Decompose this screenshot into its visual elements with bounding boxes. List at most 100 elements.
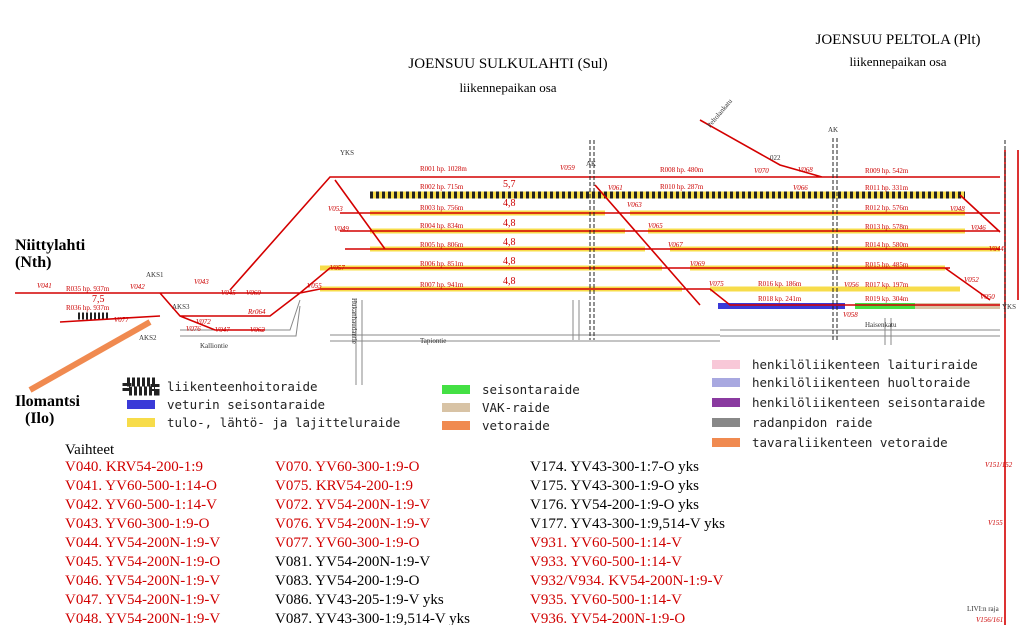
- turnout-entry: V936. YV54-200N-1:9-O: [530, 611, 685, 625]
- switch-label: V065: [648, 222, 663, 230]
- turnout-entry: V048. YV54-200N-1:9-V: [65, 611, 220, 625]
- switch-label: V067: [668, 241, 683, 249]
- rail-lines: [15, 119, 1019, 625]
- turnout-entry: V042. YV60-500-1:14-V: [65, 497, 217, 513]
- place-label: YKS: [1002, 303, 1016, 311]
- station-name: Ilomantsi: [15, 393, 80, 410]
- switch-label: V045: [221, 289, 236, 297]
- turnout-entry: V087. YV43-300-1:9,514-V yks: [275, 611, 470, 625]
- track-label: R006 hp. 851m: [420, 260, 464, 268]
- speed-label: 4,8: [503, 198, 516, 209]
- station-sub: liikennepaikan osa: [459, 80, 556, 95]
- place-label: Haisenkatu: [865, 321, 897, 329]
- switch-label: V053: [328, 205, 343, 213]
- legend-swatch: [712, 378, 740, 387]
- legend-label: tavaraliikenteen vetoraide: [752, 435, 948, 450]
- switch-label: V072: [196, 318, 211, 326]
- switch-label: V047: [215, 326, 230, 334]
- turnout-entry: V933. YV60-500-1:14-V: [530, 554, 682, 570]
- track-label: R013 hp. 578m: [865, 223, 909, 231]
- track-label: R018 kp. 241m: [758, 295, 802, 303]
- legend-label: henkilöliikenteen huoltoraide: [752, 375, 970, 390]
- place-label: AKS1: [146, 271, 164, 279]
- track-label: R036 hp. 937m: [66, 304, 110, 312]
- track-label: R002 hp. 715m: [420, 183, 464, 191]
- turnout-entry: V081. YV54-200N-1:9-V: [275, 554, 430, 570]
- switch-label: V062: [250, 326, 265, 334]
- legend: liikenteenhoitoraide veturin seisontaraid…: [122, 357, 985, 450]
- turnout-entry: V075. KRV54-200-1:9: [275, 478, 413, 494]
- track-label: R009 hp. 542m: [865, 167, 909, 175]
- switch-label: V155: [988, 519, 1003, 527]
- track-label: R035 hp. 937m: [66, 285, 110, 293]
- turnout-entry: V083. YV54-200-1:9-O: [275, 573, 420, 589]
- track-label: R007 hp. 941m: [420, 281, 464, 289]
- legend-label: henkilöliikenteen seisontaraide: [752, 395, 985, 410]
- switch-label: V070: [754, 167, 769, 175]
- track-label: R016 kp. 186m: [758, 280, 802, 288]
- switch-label: V077: [114, 316, 129, 324]
- turnout-entry: V932/V934. KV54-200N-1:9-V: [530, 573, 723, 589]
- turnout-entry: V044. YV54-200N-1:9-V: [65, 535, 220, 551]
- legend-swatch: [712, 360, 740, 369]
- turnout-entry: V931. YV60-500-1:14-V: [530, 535, 682, 551]
- roads: [180, 299, 1000, 385]
- legend-swatch: [712, 438, 740, 447]
- turnout-entry: V040. KRV54-200-1:9: [65, 459, 203, 475]
- place-label: 022: [770, 154, 781, 162]
- legend-label: vetoraide: [482, 418, 550, 433]
- legend-swatch: [442, 421, 470, 430]
- track-label: R003 hp. 756m: [420, 204, 464, 212]
- legend-swatch: [442, 385, 470, 394]
- switch-label: V151/152: [985, 461, 1013, 469]
- turnout-entry: V175. YV43-300-1:9-O yks: [530, 478, 699, 494]
- switch-label: V050: [980, 293, 995, 301]
- turnout-entry: V072. YV54-200N-1:9-V: [275, 497, 430, 513]
- track-label: R015 hp. 485m: [865, 261, 909, 269]
- station-sub: (Nth): [15, 254, 51, 271]
- switch-label: V068: [798, 166, 813, 174]
- place-label: AKS2: [139, 334, 157, 342]
- switch-label: V075: [709, 280, 724, 288]
- switch-label: V042: [130, 283, 145, 291]
- speed-label: 4,8: [503, 237, 516, 248]
- turnout-entry: V176. YV54-200-1:9-O yks: [530, 497, 699, 513]
- legend-label: seisontaraide: [482, 382, 580, 397]
- legend-swatch: [442, 403, 470, 412]
- switch-label: V063: [627, 201, 642, 209]
- switch-label: V046: [971, 224, 986, 232]
- turnout-entry: V041. YV60-500-1:14-O: [65, 478, 217, 494]
- turnout-entry: V070. YV60-300-1:9-O: [275, 459, 420, 475]
- track-label: R012 hp. 576m: [865, 204, 909, 212]
- switch-label: V049: [334, 225, 349, 233]
- speed-label: 4,8: [503, 256, 516, 267]
- legend-swatch: [127, 400, 155, 409]
- station-name: JOENSUU PELTOLA (Plt): [815, 32, 980, 48]
- place-label: Hukanhaudantie: [350, 298, 358, 344]
- station-name: JOENSUU SULKULAHTI (Sul): [408, 56, 607, 72]
- switch-label: V156/161: [976, 616, 1003, 624]
- track-label: R017 kp. 197m: [865, 281, 909, 289]
- legend-swatch: [127, 418, 155, 427]
- turnout-entry: V174. YV43-300-1:7-O yks: [530, 459, 699, 475]
- legend-label: henkilöliikenteen laituriraide: [752, 357, 978, 372]
- switch-label: V059: [560, 164, 575, 172]
- switch-label: V043: [194, 278, 209, 286]
- legend-label: VAK-raide: [482, 400, 550, 415]
- track-label: R014 hp. 580m: [865, 241, 909, 249]
- switch-label: V061: [608, 184, 623, 192]
- station-sub: liikennepaikan osa: [849, 54, 946, 69]
- switch-label: V056: [844, 281, 859, 289]
- place-label: Tapiontie: [420, 337, 446, 345]
- place-label: Kalliontie: [200, 342, 228, 350]
- speed-label: 5,7: [503, 179, 516, 190]
- switch-label: V069: [690, 260, 705, 268]
- turnout-entry: V046. YV54-200N-1:9-V: [65, 573, 220, 589]
- track-label: R019 kp. 304m: [865, 295, 909, 303]
- track-label: R008 hp. 480m: [660, 166, 704, 174]
- legend-label: veturin seisontaraide: [167, 397, 325, 412]
- switch-label: V076: [186, 325, 201, 333]
- switch-label: V052: [964, 276, 979, 284]
